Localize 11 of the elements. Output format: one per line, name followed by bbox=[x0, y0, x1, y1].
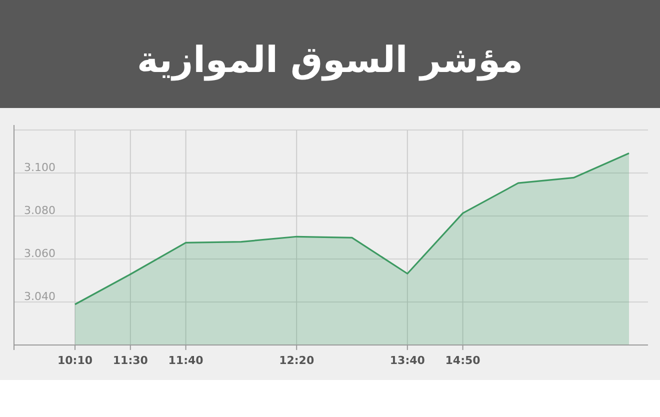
y-tick-label: 3.100 bbox=[24, 161, 56, 174]
x-tick-label: 14:50 bbox=[445, 354, 481, 368]
y-tick-label: 3.080 bbox=[24, 204, 56, 218]
x-tick-label: 13:40 bbox=[390, 354, 426, 368]
x-tick-label: 11:40 bbox=[168, 354, 204, 368]
y-tick-label: 3.040 bbox=[24, 290, 56, 304]
x-tick-label: 10:10 bbox=[57, 354, 93, 368]
chart-title: مؤشر السوق الموازية bbox=[137, 40, 523, 81]
x-tick-label: 12:20 bbox=[279, 354, 314, 368]
x-tick-label: 11:30 bbox=[112, 354, 148, 368]
y-tick-label: 3.060 bbox=[24, 247, 56, 260]
